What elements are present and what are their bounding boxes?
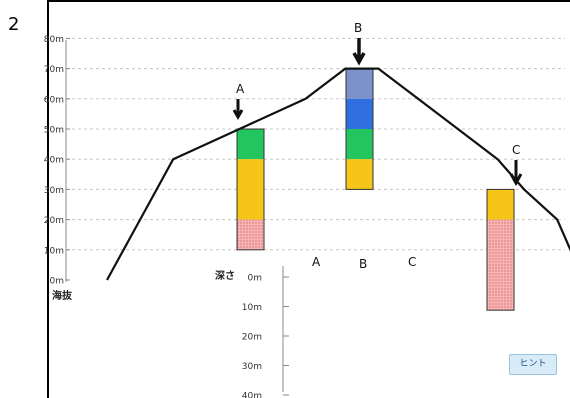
strata-layer: [346, 98, 373, 129]
column-label-b: B: [359, 257, 367, 271]
site-marker-b: B: [352, 21, 366, 66]
site-marker-a: A: [232, 82, 245, 121]
strata-column-a: [236, 128, 265, 251]
elevation-tick-label: 50m: [44, 126, 64, 136]
arrow-down-icon: [509, 160, 523, 187]
elevation-tick-label: 40m: [44, 156, 64, 166]
arrow-down-icon: [232, 99, 244, 121]
depth-tick-label: 10m: [242, 303, 262, 313]
elevation-tick-label: 80m: [44, 35, 64, 45]
depth-axis-label: 深さ: [215, 269, 235, 282]
strata-column-b: [345, 68, 374, 190]
site-marker-c: C: [509, 143, 523, 187]
elevation-tick-label: 0m: [50, 277, 65, 287]
elevation-tick-label: 70m: [44, 65, 64, 75]
strata-columns: [236, 68, 515, 311]
elevation-tick-label: 30m: [44, 186, 64, 196]
strata-layer: [346, 68, 373, 99]
column-labels: A B C: [312, 255, 416, 271]
figure-frame: [47, 0, 570, 398]
elevation-tick-label: 20m: [44, 216, 64, 226]
elevation-axis-label: 海抜: [52, 289, 73, 302]
arrow-down-icon: [352, 38, 366, 66]
strata-layer: [237, 129, 264, 160]
strata-layer: [237, 219, 264, 250]
site-label-a: A: [236, 82, 245, 96]
elevation-axis: 80m 70m 60m 50m 40m 30m 20m 10m 0m 海抜: [44, 35, 565, 302]
hint-button[interactable]: ヒント: [509, 354, 557, 375]
depth-tick-label: 20m: [242, 333, 262, 343]
site-label-c: C: [512, 143, 520, 157]
site-label-b: B: [354, 21, 362, 35]
column-label-a: A: [312, 255, 321, 269]
strata-layer: [346, 129, 373, 160]
strata-column-c: [486, 188, 515, 311]
depth-tick-label: 0m: [248, 274, 263, 284]
strata-layer: [487, 219, 514, 311]
elevation-tick-label: 10m: [44, 246, 64, 256]
question-number: 2: [8, 14, 20, 35]
elevation-tick-label: 60m: [44, 95, 64, 105]
strata-layer: [237, 159, 264, 220]
depth-tick-label: 40m: [242, 392, 262, 398]
strata-layer: [487, 189, 514, 220]
depth-tick-label: 30m: [242, 362, 262, 372]
mountain-profile: [106, 67, 570, 281]
column-label-c: C: [408, 255, 416, 269]
depth-axis: 深さ 0m 10m 20m 30m 40m: [215, 266, 289, 398]
strata-layer: [346, 159, 373, 190]
